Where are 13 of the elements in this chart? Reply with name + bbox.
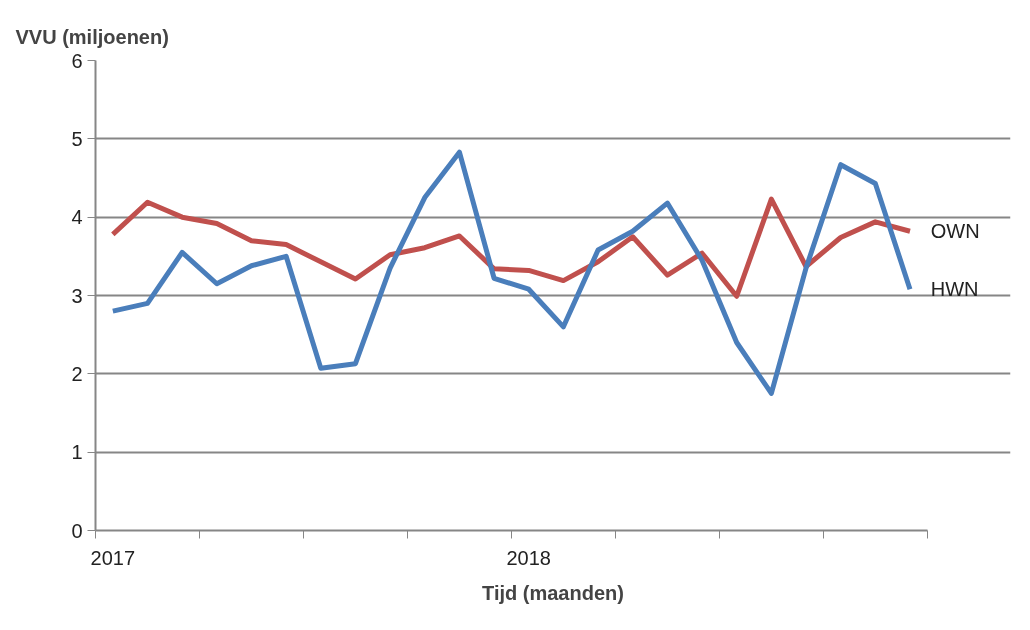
y-tick-label: 6 — [71, 49, 83, 72]
y-tick-label: 2 — [71, 362, 83, 385]
y-tick-label: 5 — [71, 127, 83, 150]
y-tick-label: 4 — [71, 206, 83, 229]
x-axis-title: Tijd (maanden) — [482, 581, 624, 604]
series-label: OWN — [930, 220, 980, 243]
x-tick-label: 2017 — [90, 546, 136, 569]
series-label: HWN — [930, 278, 979, 301]
y-tick-label: 3 — [71, 284, 83, 307]
y-tick-label: 1 — [71, 441, 83, 464]
x-tick-label: 2018 — [506, 546, 551, 569]
y-axis-title: VVU (miljoenen) — [15, 26, 169, 48]
y-tick-label: 0 — [71, 519, 83, 542]
